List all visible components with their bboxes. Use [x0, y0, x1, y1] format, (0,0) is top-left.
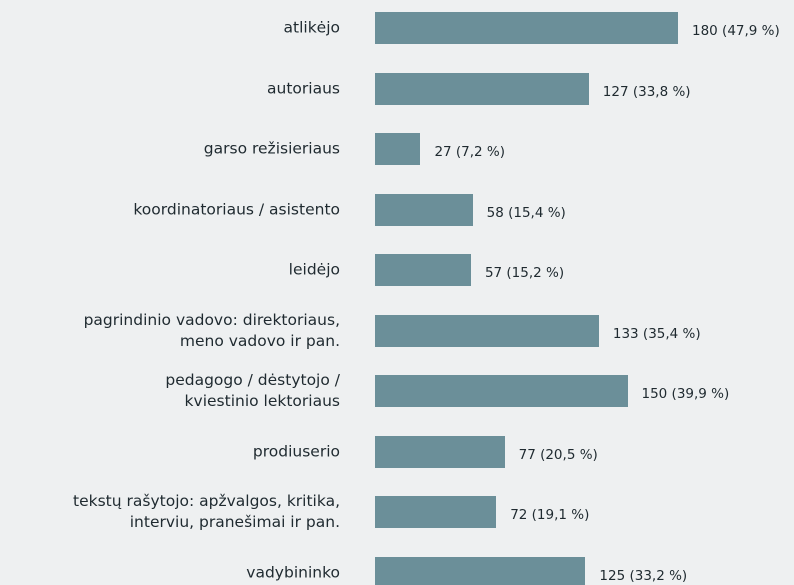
value-label: 58 (15,4 %) [486, 204, 566, 221]
value-label: 57 (15,2 %) [484, 265, 565, 282]
value-label: 133 (35,4 %) [612, 325, 701, 342]
category-label: leidėjo [288, 260, 340, 279]
bar [375, 435, 505, 468]
bar [375, 556, 586, 585]
category-label: prodiuserio [252, 442, 340, 460]
category-label: koordinatoriaus / asistento [133, 200, 340, 218]
category-label: pedagogo / dėstytojo / kviestinio lektor… [165, 371, 340, 410]
value-label: 150 (39,9 %) [641, 386, 730, 403]
bar [375, 496, 497, 528]
bar [375, 193, 473, 226]
value-label: 180 (47,9 %) [692, 23, 780, 40]
value-label: 72 (19,1 %) [510, 507, 590, 524]
value-label: 77 (20,5 %) [518, 446, 598, 463]
bar [375, 12, 678, 44]
bar [375, 375, 628, 407]
value-label: 125 (33,2 %) [599, 567, 688, 584]
bar [375, 133, 421, 165]
category-label: atlikėjo [283, 18, 341, 37]
value-label: 27 (7,2 %) [434, 144, 506, 161]
category-label: pagrindinio vadovo: direktoriaus, meno v… [83, 310, 340, 350]
bar [375, 254, 471, 286]
value-label: 127 (33,8 %) [602, 83, 691, 100]
bar [375, 72, 589, 105]
category-label: autoriaus [267, 79, 340, 97]
bar [375, 314, 599, 347]
category-label: vadybininko [246, 563, 340, 581]
category-label: tekstų rašytojo: apžvalgos, kritika, int… [73, 492, 340, 531]
category-label: garso režisieriaus [203, 139, 340, 158]
